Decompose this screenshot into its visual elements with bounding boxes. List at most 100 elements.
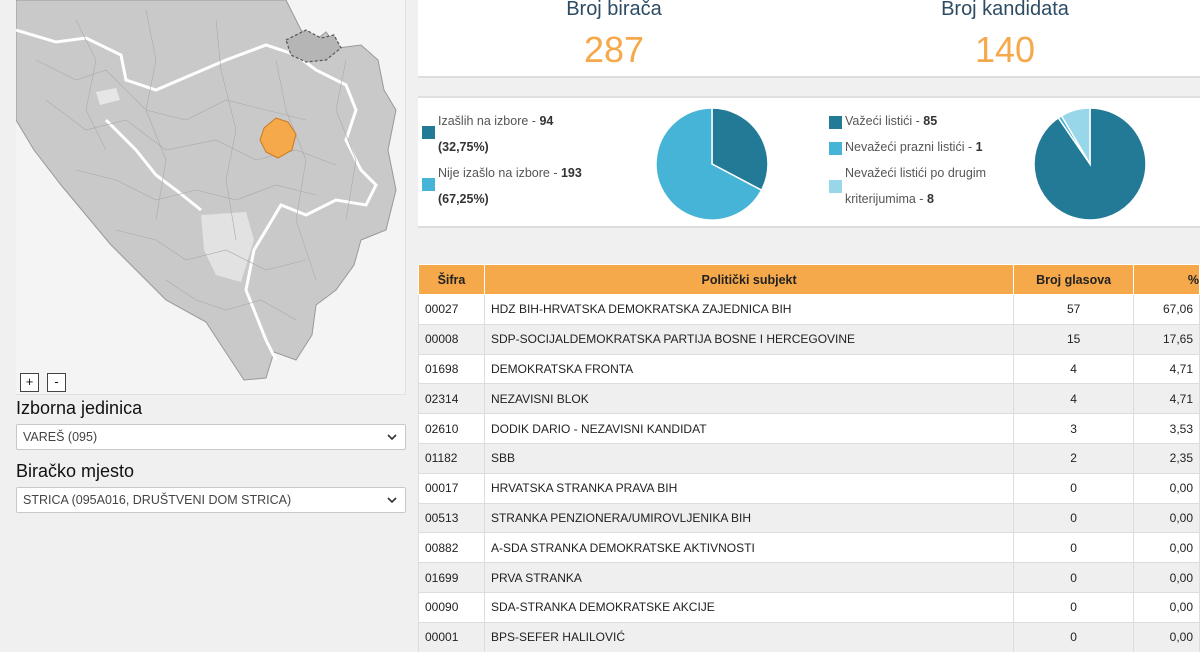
- table-row: 01698 DEMOKRATSKA FRONTA 4 4,71: [419, 354, 1200, 384]
- cell-subject: HDZ BIH-HRVATSKA DEMOKRATSKA ZAJEDNICA B…: [484, 295, 1013, 325]
- cell-pct: 0,00: [1134, 503, 1200, 533]
- table-row: 00513 STRANKA PENZIONERA/UMIROVLJENIKA BI…: [419, 503, 1200, 533]
- cell-pct: 3,53: [1134, 414, 1200, 444]
- turnout-pie: [654, 106, 770, 222]
- header-code[interactable]: Šifra: [419, 265, 485, 295]
- cell-votes: 4: [1014, 354, 1134, 384]
- cell-pct: 0,00: [1134, 592, 1200, 622]
- blank-count: 1: [976, 140, 983, 154]
- electoral-unit-label: Izborna jedinica: [16, 398, 142, 419]
- blank-label: Nevažeći prazni listići -: [845, 140, 976, 154]
- voters-stat: Broj birača 287: [464, 0, 764, 71]
- cell-pct: 0,00: [1134, 563, 1200, 593]
- cell-subject: BPS-SEFER HALILOVIĆ: [484, 622, 1013, 652]
- table-row: 02314 NEZAVISNI BLOK 4 4,71: [419, 384, 1200, 414]
- valid-swatch: [829, 116, 842, 129]
- cell-code: 00882: [419, 533, 485, 563]
- cell-votes: 2: [1014, 443, 1134, 473]
- cell-pct: 0,00: [1134, 533, 1200, 563]
- table-header-row: Šifra Politički subjekt Broj glasova %: [419, 265, 1200, 295]
- cell-pct: 17,65: [1134, 324, 1200, 354]
- voted-count: 94: [539, 114, 553, 128]
- table-row: 00008 SDP-SOCIJALDEMOKRATSKA PARTIJA BOSN…: [419, 324, 1200, 354]
- cell-code: 01182: [419, 443, 485, 473]
- voted-swatch: [422, 126, 435, 139]
- cell-votes: 57: [1014, 295, 1134, 325]
- cell-subject: DEMOKRATSKA FRONTA: [484, 354, 1013, 384]
- ballots-pie: [1032, 106, 1148, 222]
- cell-votes: 0: [1014, 473, 1134, 503]
- other-count: 8: [927, 192, 934, 206]
- chevron-down-icon: [386, 494, 398, 506]
- valid-label: Važeći listići -: [845, 114, 923, 128]
- cell-subject: PRVA STRANKA: [484, 563, 1013, 593]
- electoral-unit-select[interactable]: VAREŠ (095): [16, 424, 406, 450]
- table-row: 01699 PRVA STRANKA 0 0,00: [419, 563, 1200, 593]
- voted-pct: (32,75%): [438, 140, 489, 154]
- voted-label: Izašlih na izbore -: [438, 114, 539, 128]
- stats-panel: Broj birača 287 Broj kandidata 140: [418, 0, 1200, 78]
- cell-subject: A-SDA STRANKA DEMOKRATSKE AKTIVNOSTI: [484, 533, 1013, 563]
- table-row: 00090 SDA-STRANKA DEMOKRATSKE AKCIJE 0 0,00: [419, 592, 1200, 622]
- cell-subject: SDA-STRANKA DEMOKRATSKE AKCIJE: [484, 592, 1013, 622]
- blank-swatch: [829, 142, 842, 155]
- polling-station-value: STRICA (095A016, DRUŠTVENI DOM STRICA): [23, 493, 291, 507]
- cell-pct: 0,00: [1134, 622, 1200, 652]
- left-panel: + - Izborna jedinica VAREŠ (095) Biračko…: [0, 0, 418, 652]
- cell-pct: 4,71: [1134, 384, 1200, 414]
- cell-code: 01699: [419, 563, 485, 593]
- header-subject[interactable]: Politički subjekt: [484, 265, 1013, 295]
- results-table: Šifra Politički subjekt Broj glasova % 0…: [418, 264, 1200, 652]
- table-row: 00017 HRVATSKA STRANKA PRAVA BIH 0 0,00: [419, 473, 1200, 503]
- cell-votes: 4: [1014, 384, 1134, 414]
- cell-subject: SDP-SOCIJALDEMOKRATSKA PARTIJA BOSNE I H…: [484, 324, 1013, 354]
- voters-value: 287: [464, 29, 764, 71]
- cell-code: 02314: [419, 384, 485, 414]
- polling-station-select[interactable]: STRICA (095A016, DRUŠTVENI DOM STRICA): [16, 487, 406, 513]
- other-label-1: Nevažeći listići po drugim: [845, 166, 986, 180]
- not-voted-swatch: [422, 178, 435, 191]
- header-pct[interactable]: %: [1134, 265, 1200, 295]
- valid-count: 85: [923, 114, 937, 128]
- other-swatch: [829, 180, 842, 193]
- cell-pct: 4,71: [1134, 354, 1200, 384]
- other-legend: Nevažeći listići po drugim kriterijumima…: [845, 160, 986, 212]
- table-row: 01182 SBB 2 2,35: [419, 443, 1200, 473]
- blank-legend: Nevažeći prazni listići - 1: [845, 134, 983, 160]
- not-voted-pct: (67,25%): [438, 192, 489, 206]
- cell-code: 00008: [419, 324, 485, 354]
- cell-code: 00513: [419, 503, 485, 533]
- cell-code: 00090: [419, 592, 485, 622]
- cell-votes: 0: [1014, 503, 1134, 533]
- table-row: 00027 HDZ BIH-HRVATSKA DEMOKRATSKA ZAJEDN…: [419, 295, 1200, 325]
- other-label-2: kriterijumima -: [845, 192, 927, 206]
- map-svg[interactable]: [16, 0, 406, 395]
- cell-votes: 15: [1014, 324, 1134, 354]
- voted-legend: Izašlih na izbore - 94 (32,75%): [438, 108, 553, 160]
- cell-subject: DODIK DARIO - NEZAVISNI KANDIDAT: [484, 414, 1013, 444]
- cell-code: 01698: [419, 354, 485, 384]
- cell-code: 00001: [419, 622, 485, 652]
- zoom-in-button[interactable]: +: [20, 373, 39, 392]
- zoom-out-button[interactable]: -: [47, 373, 66, 392]
- not-voted-count: 193: [561, 166, 582, 180]
- cell-code: 00027: [419, 295, 485, 325]
- cell-subject: SBB: [484, 443, 1013, 473]
- candidates-title: Broj kandidata: [855, 0, 1155, 21]
- table-row: 02610 DODIK DARIO - NEZAVISNI KANDIDAT 3 3,…: [419, 414, 1200, 444]
- results-table-wrap: Šifra Politički subjekt Broj glasova % 0…: [418, 264, 1200, 652]
- table-row: 00882 A-SDA STRANKA DEMOKRATSKE AKTIVNOST…: [419, 533, 1200, 563]
- cell-votes: 0: [1014, 592, 1134, 622]
- header-votes[interactable]: Broj glasova: [1014, 265, 1134, 295]
- candidates-stat: Broj kandidata 140: [855, 0, 1155, 71]
- cell-votes: 0: [1014, 563, 1134, 593]
- valid-legend: Važeći listići - 85: [845, 108, 937, 134]
- candidates-value: 140: [855, 29, 1155, 71]
- bih-map[interactable]: [16, 0, 406, 395]
- cell-code: 00017: [419, 473, 485, 503]
- voters-title: Broj birača: [464, 0, 764, 21]
- table-row: 00001 BPS-SEFER HALILOVIĆ 0 0,00: [419, 622, 1200, 652]
- cell-subject: NEZAVISNI BLOK: [484, 384, 1013, 414]
- polling-station-label: Biračko mjesto: [16, 461, 134, 482]
- cell-pct: 2,35: [1134, 443, 1200, 473]
